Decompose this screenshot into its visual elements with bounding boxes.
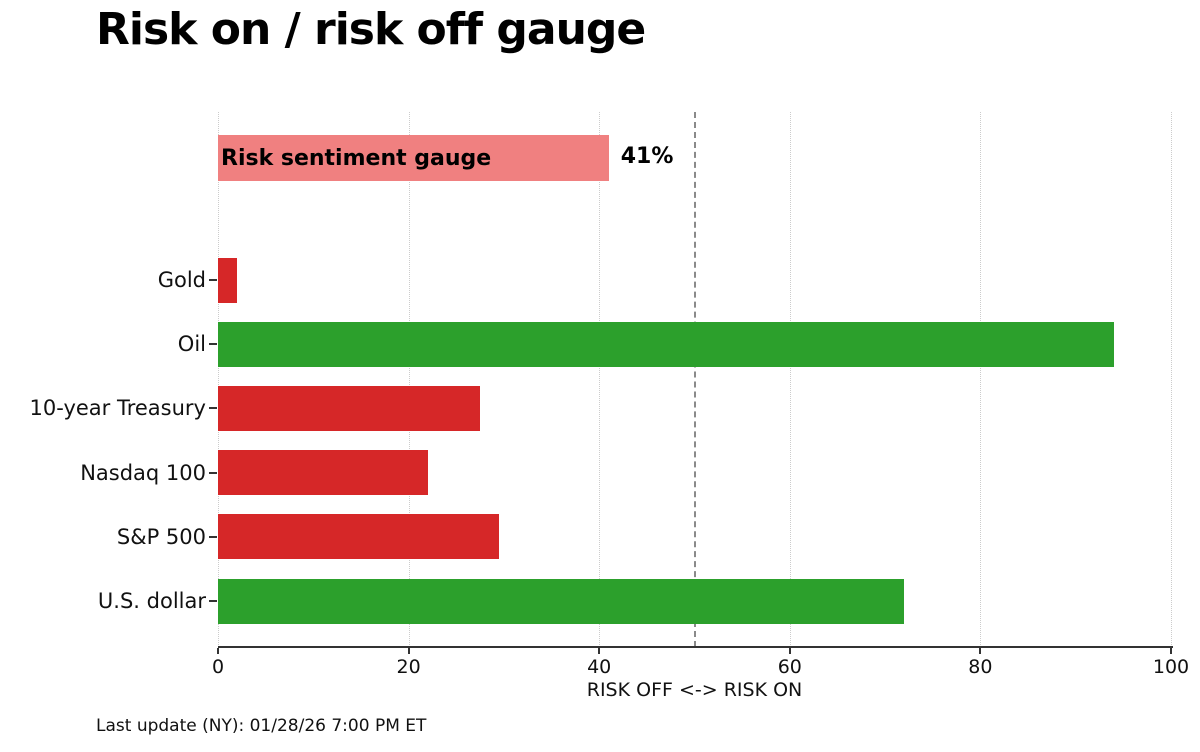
x-axis-label: RISK OFF <-> RISK ON [586,679,803,701]
y-tick-1 [209,343,217,346]
y-tick-4 [209,535,217,538]
x-tick-100 [1170,648,1172,654]
plot-area: Risk sentiment gauge 41% [218,112,1172,647]
x-tick-20 [407,648,410,654]
bar-s-p-500 [218,514,500,560]
risk-sentiment-gauge-bar: Risk sentiment gauge [218,135,609,181]
x-tick-60 [788,648,791,654]
gridline-0 [218,112,219,647]
x-tick-40 [598,648,601,654]
chart-title: Risk on / risk off gauge [96,4,646,55]
y-label-0: Gold [157,268,206,292]
bar-oil [218,321,1114,367]
y-tick-2 [209,407,217,410]
y-label-3: Nasdaq 100 [80,460,206,485]
gridline-40 [599,112,601,647]
gauge-value-label: 41% [620,144,674,169]
y-tick-5 [209,600,217,602]
bar-10-year-treasury [218,385,481,431]
y-label-2: 10-year Treasury [29,396,206,421]
x-tick-label-60: 60 [777,656,802,678]
y-label-4: S&P 500 [116,524,206,549]
x-tick-label-100: 100 [1152,656,1190,678]
x-tick-80 [979,648,982,654]
x-tick-0 [217,648,219,654]
x-axis-line [218,646,1173,648]
gridline-60 [789,112,791,647]
gridline-100 [1171,112,1172,647]
y-tick-0 [209,279,217,281]
gridline-20 [408,112,410,647]
y-label-5: U.S. dollar [97,589,206,613]
x-tick-label-40: 40 [587,656,612,678]
bar-u-s-dollar [218,578,905,624]
x-tick-label-0: 0 [211,656,225,678]
bar-gold [218,257,238,303]
y-label-1: Oil [177,332,206,357]
x-tick-label-20: 20 [396,656,421,678]
bar-nasdaq-100 [218,450,428,496]
x-tick-label-80: 80 [968,656,993,678]
gridline-80 [980,112,982,647]
y-tick-3 [209,471,217,474]
neutral-50-reference-line [693,112,696,647]
last-update-note: Last update (NY): 01/28/26 7:00 PM ET [96,716,427,736]
